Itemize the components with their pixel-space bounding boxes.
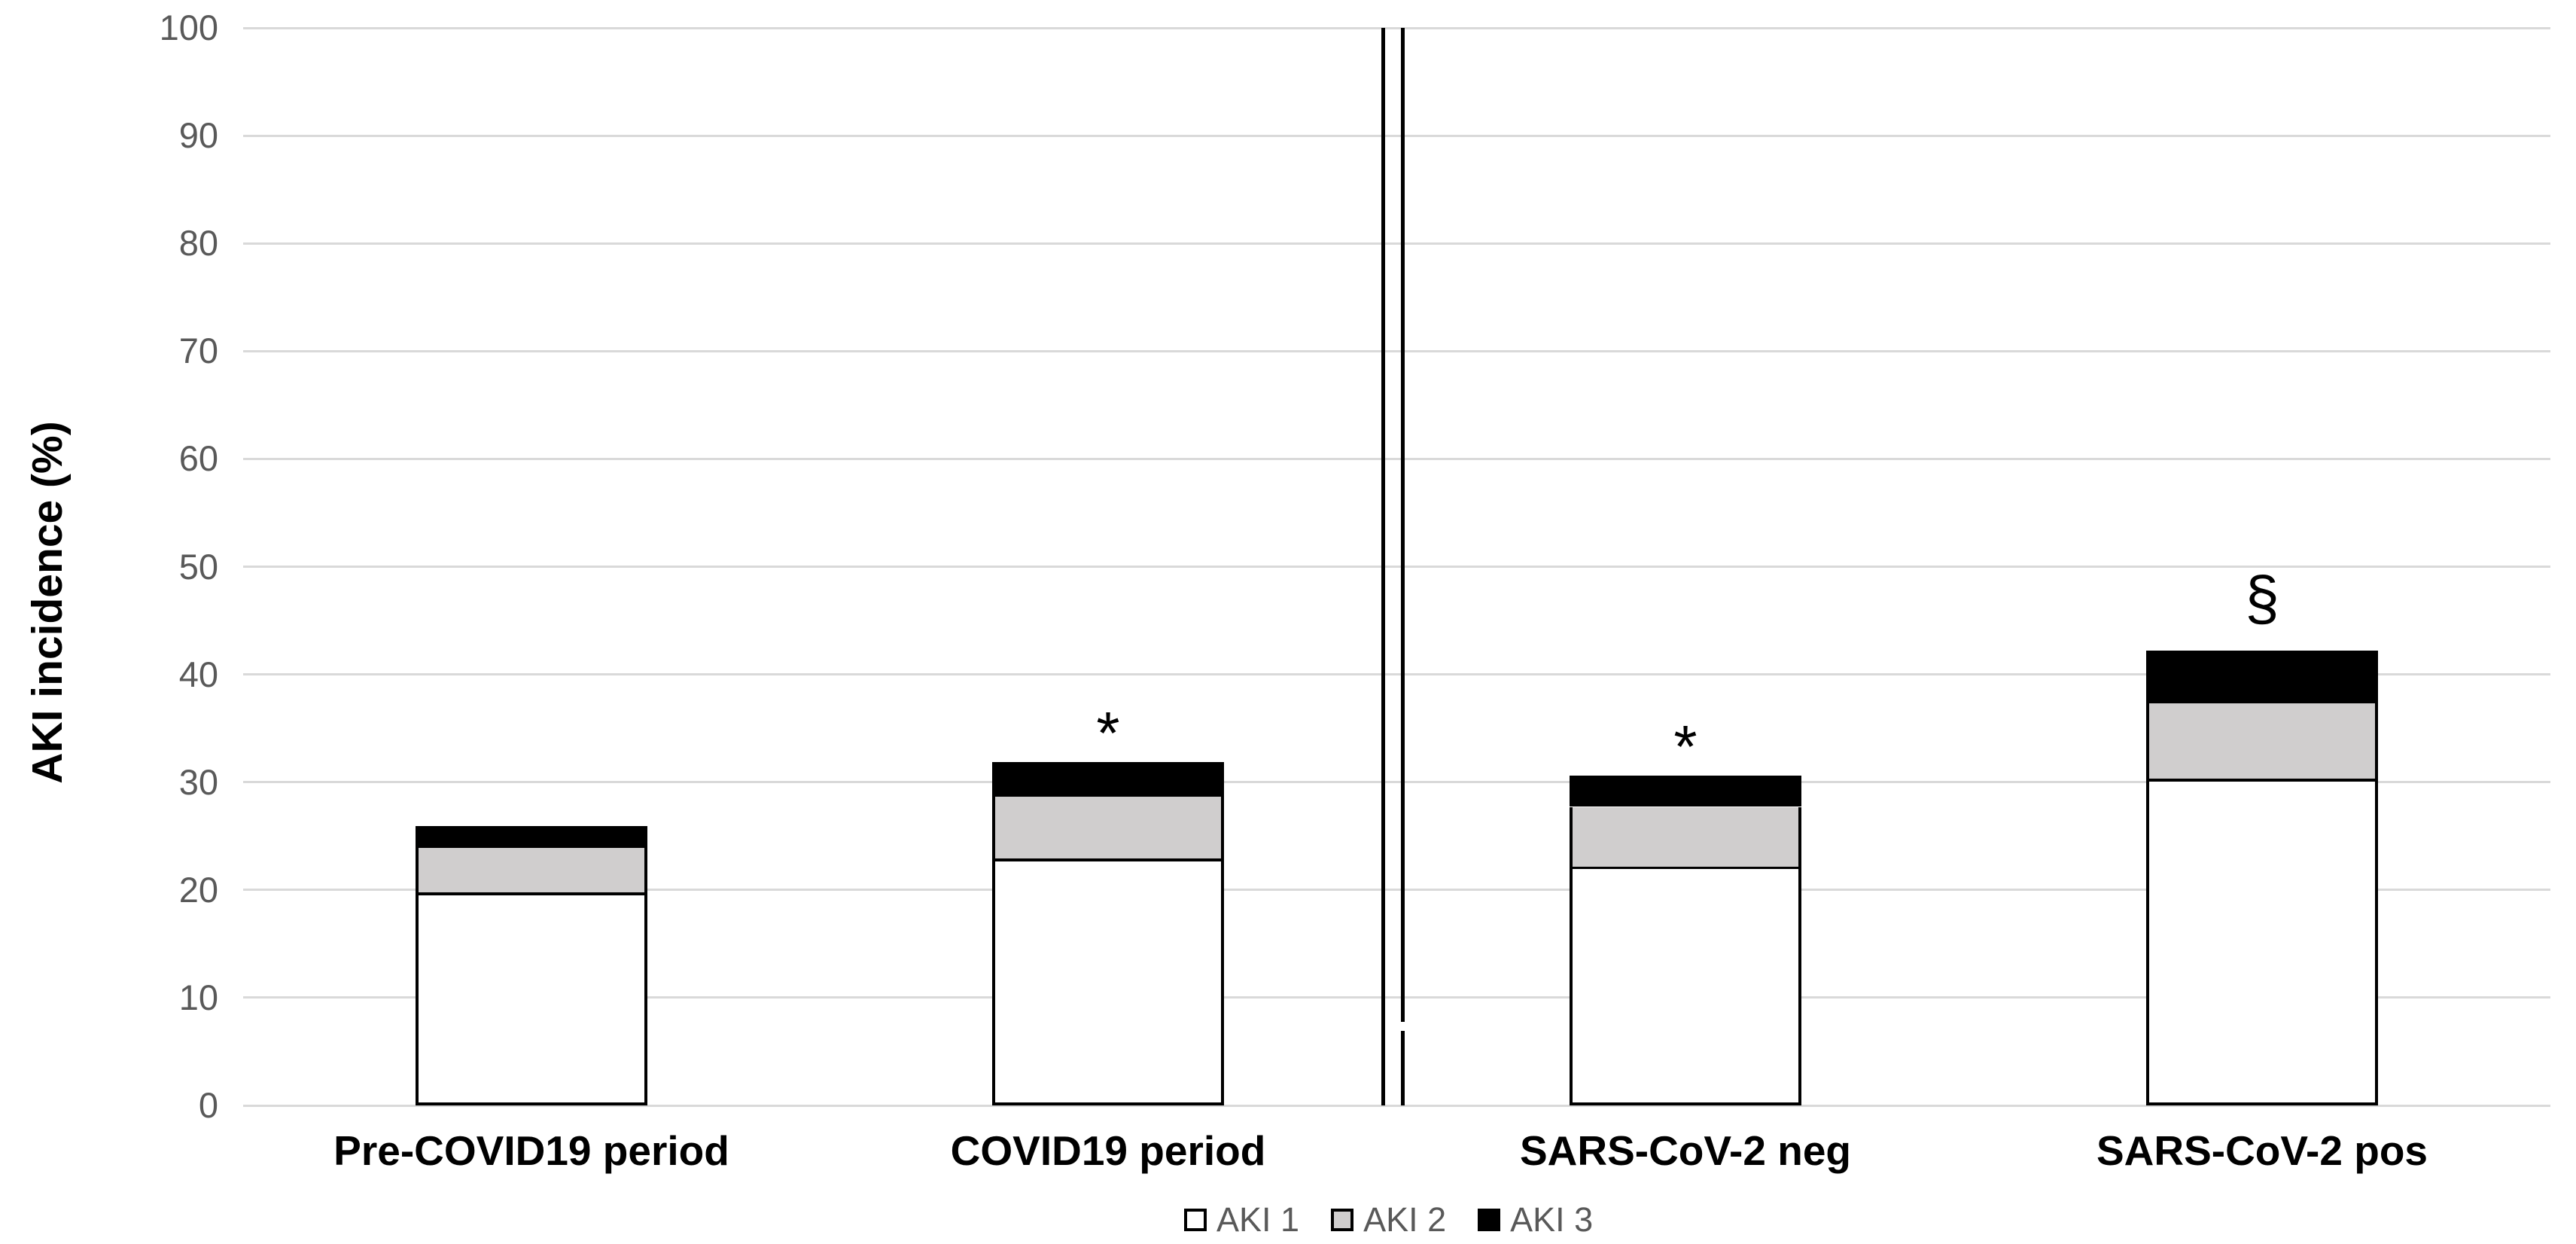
y-tick-label-70: 70 — [178, 331, 218, 370]
legend-swatch-icon — [1184, 1208, 1207, 1231]
y-tick-label-10: 10 — [178, 977, 218, 1017]
bar-4-segment-aki3 — [2146, 651, 2378, 703]
significance-marker-bar-2: * — [1096, 700, 1120, 767]
legend-label: AKI 3 — [1510, 1200, 1594, 1239]
y-tick-label-30: 30 — [178, 762, 218, 802]
bar-2-segment-aki3 — [992, 762, 1224, 797]
legend-label: AKI 2 — [1363, 1200, 1447, 1239]
bar-3-segment-aki1 — [1570, 866, 1801, 1105]
gridline-90 — [243, 135, 2550, 137]
gridline-40 — [243, 673, 2550, 675]
gridline-60 — [243, 458, 2550, 460]
bar-1-segment-aki1 — [416, 892, 647, 1105]
legend-swatch-icon — [1478, 1208, 1501, 1231]
legend-swatch-icon — [1331, 1208, 1354, 1231]
category-label-3: SARS-CoV-2 neg — [1519, 1127, 1852, 1174]
bar-4-segment-aki1 — [2146, 779, 2378, 1105]
gridline-80 — [243, 242, 2550, 245]
legend-item-aki1: AKI 1 — [1184, 1203, 1299, 1236]
bar-2-segment-aki2 — [992, 796, 1224, 858]
y-tick-label-40: 40 — [178, 654, 218, 694]
gridline-70 — [243, 350, 2550, 352]
category-label-4: SARS-CoV-2 pos — [2096, 1127, 2428, 1174]
y-tick-label-50: 50 — [178, 547, 218, 587]
legend-label: AKI 1 — [1216, 1200, 1300, 1239]
y-tick-label-100: 100 — [159, 8, 218, 47]
y-tick-label-0: 0 — [198, 1085, 218, 1125]
significance-marker-bar-3: * — [1673, 713, 1698, 780]
divider-right-line-upper — [1401, 28, 1405, 1022]
bar-3-segment-aki3 — [1570, 776, 1801, 806]
gridline-0 — [243, 1105, 2550, 1107]
gridline-20 — [243, 889, 2550, 891]
y-tick-label-90: 90 — [178, 115, 218, 155]
legend-item-aki2: AKI 2 — [1331, 1203, 1446, 1236]
bar-4-segment-aki2 — [2146, 703, 2378, 779]
bar-1-segment-aki2 — [416, 848, 647, 892]
divider-left-line — [1381, 28, 1385, 1105]
category-label-1: Pre-COVID19 period — [333, 1127, 729, 1174]
y-tick-label-60: 60 — [178, 438, 218, 478]
significance-marker-bar-4: § — [2245, 564, 2279, 633]
gridline-10 — [243, 996, 2550, 999]
gridline-100 — [243, 27, 2550, 29]
divider-right-line-lower — [1401, 1031, 1405, 1105]
category-label-2: COVID19 period — [950, 1127, 1266, 1174]
bar-3-segment-aki2 — [1570, 807, 1801, 867]
legend-item-aki3: AKI 3 — [1478, 1203, 1593, 1236]
gridline-30 — [243, 781, 2550, 783]
bar-2-segment-aki1 — [992, 858, 1224, 1105]
legend: AKI 1 AKI 2 AKI 3 — [1184, 1203, 1593, 1236]
gridline-50 — [243, 566, 2550, 568]
y-tick-label-80: 80 — [178, 223, 218, 263]
bar-1-segment-aki3 — [416, 826, 647, 848]
y-tick-label-20: 20 — [178, 870, 218, 910]
